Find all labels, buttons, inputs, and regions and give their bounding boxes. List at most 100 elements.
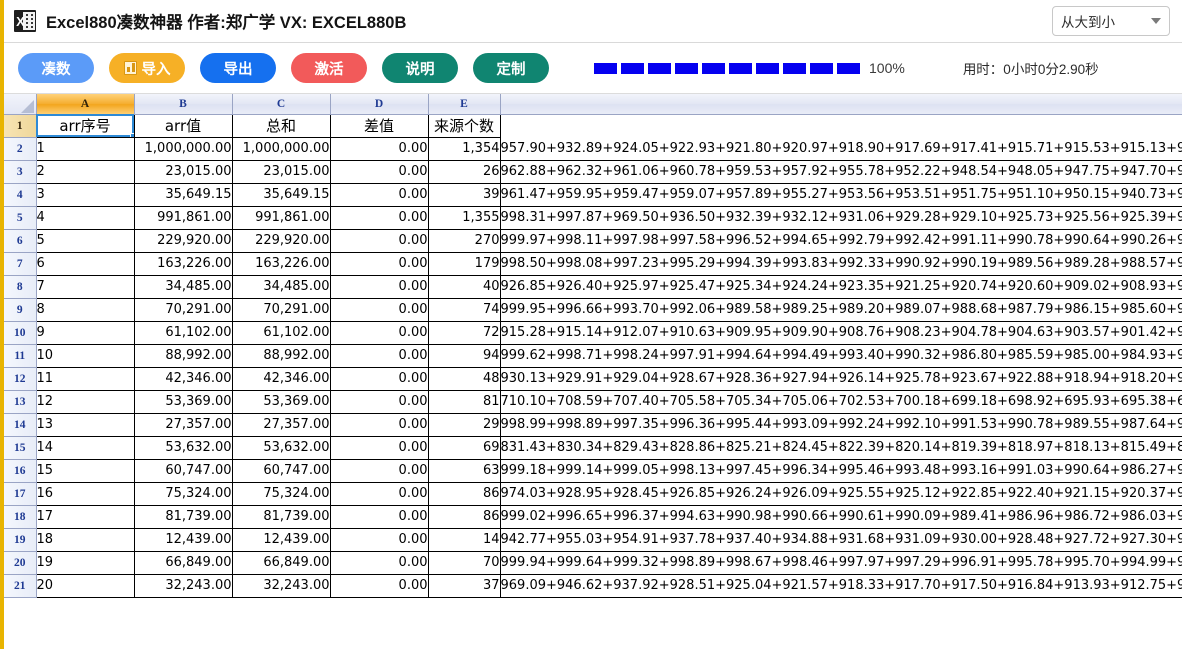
row-header-17[interactable]: 17	[4, 482, 37, 506]
row-header-6[interactable]: 6	[4, 229, 37, 253]
cell-e2[interactable]: 1,354	[428, 137, 501, 161]
cell-e9[interactable]: 74	[428, 298, 501, 322]
cell-e10[interactable]: 72	[428, 321, 501, 345]
cell-f15[interactable]: 831.43+830.34+829.43+828.86+825.21+824.4…	[500, 436, 1182, 460]
cell-d2[interactable]: 0.00	[330, 137, 429, 161]
cell-d6[interactable]: 0.00	[330, 229, 429, 253]
cell-b12[interactable]: 42,346.00	[134, 367, 233, 391]
cell-e20[interactable]: 70	[428, 551, 501, 575]
row-header-10[interactable]: 10	[4, 321, 37, 345]
cell-f2[interactable]: 957.90+932.89+924.05+922.93+921.80+920.9…	[500, 137, 1182, 161]
row-header-20[interactable]: 20	[4, 551, 37, 575]
column-header-a[interactable]: A	[36, 94, 135, 115]
cell-d20[interactable]: 0.00	[330, 551, 429, 575]
cell-c2[interactable]: 1,000,000.00	[232, 137, 331, 161]
row-header-8[interactable]: 8	[4, 275, 37, 299]
cell-a15[interactable]: 14	[36, 436, 135, 460]
cell-e14[interactable]: 29	[428, 413, 501, 437]
cell-e7[interactable]: 179	[428, 252, 501, 276]
export-button[interactable]: 导出	[200, 53, 276, 83]
cell-f11[interactable]: 999.62+998.71+998.24+997.91+994.64+994.4…	[500, 344, 1182, 368]
cell-a14[interactable]: 13	[36, 413, 135, 437]
row-header-14[interactable]: 14	[4, 413, 37, 437]
activate-button[interactable]: 激活	[291, 53, 367, 83]
cell-e18[interactable]: 86	[428, 505, 501, 529]
cell-a13[interactable]: 12	[36, 390, 135, 414]
cell-c5[interactable]: 991,861.00	[232, 206, 331, 230]
cell-a20[interactable]: 19	[36, 551, 135, 575]
header-cell-d1[interactable]: 差值	[330, 114, 429, 138]
cell-f5[interactable]: 998.31+997.87+969.50+936.50+932.39+932.1…	[500, 206, 1182, 230]
column-header-d[interactable]: D	[330, 94, 429, 115]
column-header-f[interactable]	[500, 94, 1182, 115]
cell-d17[interactable]: 0.00	[330, 482, 429, 506]
cell-e6[interactable]: 270	[428, 229, 501, 253]
cell-b5[interactable]: 991,861.00	[134, 206, 233, 230]
cell-a3[interactable]: 2	[36, 160, 135, 184]
cell-d8[interactable]: 0.00	[330, 275, 429, 299]
cell-e15[interactable]: 69	[428, 436, 501, 460]
column-header-b[interactable]: B	[134, 94, 233, 115]
cell-c10[interactable]: 61,102.00	[232, 321, 331, 345]
header-cell-b1[interactable]: arr值	[134, 114, 233, 138]
cell-f7[interactable]: 998.50+998.08+997.23+995.29+994.39+993.8…	[500, 252, 1182, 276]
cell-a11[interactable]: 10	[36, 344, 135, 368]
cell-c15[interactable]: 53,632.00	[232, 436, 331, 460]
cell-a9[interactable]: 8	[36, 298, 135, 322]
cell-c9[interactable]: 70,291.00	[232, 298, 331, 322]
cell-d4[interactable]: 0.00	[330, 183, 429, 207]
cell-f10[interactable]: 915.28+915.14+912.07+910.63+909.95+909.9…	[500, 321, 1182, 345]
cell-b21[interactable]: 32,243.00	[134, 574, 233, 598]
row-header-19[interactable]: 19	[4, 528, 37, 552]
cell-c3[interactable]: 23,015.00	[232, 160, 331, 184]
cell-f12[interactable]: 930.13+929.91+929.04+928.67+928.36+927.9…	[500, 367, 1182, 391]
cell-d21[interactable]: 0.00	[330, 574, 429, 598]
cell-b11[interactable]: 88,992.00	[134, 344, 233, 368]
row-header-16[interactable]: 16	[4, 459, 37, 483]
cell-a18[interactable]: 17	[36, 505, 135, 529]
row-header-12[interactable]: 12	[4, 367, 37, 391]
cell-b20[interactable]: 66,849.00	[134, 551, 233, 575]
customize-button[interactable]: 定制	[473, 53, 549, 83]
cell-b15[interactable]: 53,632.00	[134, 436, 233, 460]
header-cell-a1[interactable]: arr序号	[36, 114, 135, 138]
cell-f20[interactable]: 999.94+999.64+999.32+998.89+998.67+998.4…	[500, 551, 1182, 575]
cell-f21[interactable]: 969.09+946.62+937.92+928.51+925.04+921.5…	[500, 574, 1182, 598]
cell-c12[interactable]: 42,346.00	[232, 367, 331, 391]
cell-d9[interactable]: 0.00	[330, 298, 429, 322]
row-header-13[interactable]: 13	[4, 390, 37, 414]
cell-a12[interactable]: 11	[36, 367, 135, 391]
cell-f4[interactable]: 961.47+959.95+959.47+959.07+957.89+955.2…	[500, 183, 1182, 207]
cell-f3[interactable]: 962.88+962.32+961.06+960.78+959.53+957.9…	[500, 160, 1182, 184]
cell-f6[interactable]: 999.97+998.11+997.98+997.58+996.52+994.6…	[500, 229, 1182, 253]
header-cell-f1[interactable]	[500, 114, 1182, 137]
cell-f13[interactable]: 710.10+708.59+707.40+705.58+705.34+705.0…	[500, 390, 1182, 414]
cell-c17[interactable]: 75,324.00	[232, 482, 331, 506]
cell-f9[interactable]: 999.95+996.66+993.70+992.06+989.58+989.2…	[500, 298, 1182, 322]
cell-a5[interactable]: 4	[36, 206, 135, 230]
cell-a17[interactable]: 16	[36, 482, 135, 506]
cell-f14[interactable]: 998.99+998.89+997.35+996.36+995.44+993.0…	[500, 413, 1182, 437]
cell-b18[interactable]: 81,739.00	[134, 505, 233, 529]
cell-c6[interactable]: 229,920.00	[232, 229, 331, 253]
cell-e5[interactable]: 1,355	[428, 206, 501, 230]
row-header-21[interactable]: 21	[4, 574, 37, 598]
cell-e19[interactable]: 14	[428, 528, 501, 552]
row-header-7[interactable]: 7	[4, 252, 37, 276]
cell-e3[interactable]: 26	[428, 160, 501, 184]
cell-b2[interactable]: 1,000,000.00	[134, 137, 233, 161]
header-cell-e1[interactable]: 来源个数	[428, 114, 501, 138]
cell-c7[interactable]: 163,226.00	[232, 252, 331, 276]
cell-e16[interactable]: 63	[428, 459, 501, 483]
cell-a21[interactable]: 20	[36, 574, 135, 598]
import-button[interactable]: 导入	[109, 53, 185, 83]
cell-d5[interactable]: 0.00	[330, 206, 429, 230]
cell-a2[interactable]: 1	[36, 137, 135, 161]
cell-b19[interactable]: 12,439.00	[134, 528, 233, 552]
cell-c21[interactable]: 32,243.00	[232, 574, 331, 598]
cell-b9[interactable]: 70,291.00	[134, 298, 233, 322]
row-header-11[interactable]: 11	[4, 344, 37, 368]
cell-c20[interactable]: 66,849.00	[232, 551, 331, 575]
cell-d11[interactable]: 0.00	[330, 344, 429, 368]
cell-c19[interactable]: 12,439.00	[232, 528, 331, 552]
